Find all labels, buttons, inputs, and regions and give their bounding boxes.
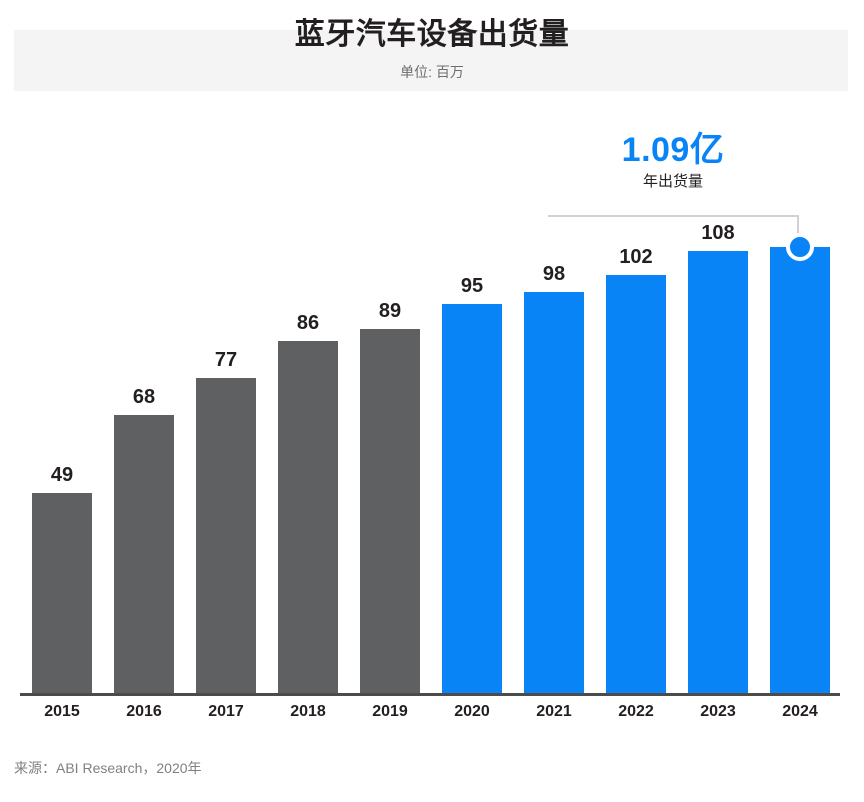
bar-2019: 89 bbox=[360, 300, 420, 694]
bar-2016: 68 bbox=[114, 386, 174, 694]
bar-2021: 98 bbox=[524, 263, 584, 694]
callout-value: 1.09亿 bbox=[621, 131, 725, 169]
bar-value-label-2016: 68 bbox=[132, 385, 156, 408]
x-tick-2022: 2022 bbox=[618, 703, 654, 720]
bar-2018: 86 bbox=[278, 312, 338, 694]
x-tick-2023: 2023 bbox=[700, 703, 736, 720]
header-band bbox=[14, 30, 848, 91]
bar-rect-2017 bbox=[196, 377, 256, 694]
bar-value-label-2019: 89 bbox=[378, 299, 402, 322]
bar-value-label-2021: 98 bbox=[542, 262, 566, 285]
x-tick-2016: 2016 bbox=[126, 703, 162, 720]
source-note: 来源：ABI Research，2020年 bbox=[14, 760, 202, 776]
leader-line-horizontal bbox=[548, 215, 799, 217]
bar-value-label-2018: 86 bbox=[296, 311, 320, 334]
bar-rect-2016 bbox=[114, 414, 174, 694]
bar-value-label-2015: 49 bbox=[50, 463, 74, 486]
bar-rect-2024 bbox=[770, 246, 830, 694]
leader-line-vertical bbox=[797, 215, 799, 249]
bar-rect-2015 bbox=[32, 492, 92, 694]
callout-label: 年出货量 bbox=[642, 173, 703, 190]
bar-2015: 49 bbox=[32, 464, 92, 694]
bar-value-label-2017: 77 bbox=[214, 348, 238, 371]
bar-2024 bbox=[770, 232, 830, 694]
bar-value-label-2020: 95 bbox=[460, 275, 484, 298]
x-axis-line bbox=[20, 693, 840, 696]
x-tick-2018: 2018 bbox=[290, 703, 326, 720]
bar-2022: 102 bbox=[606, 246, 666, 694]
bar-2020: 95 bbox=[442, 275, 502, 694]
bar-rect-2021 bbox=[524, 291, 584, 694]
bar-rect-2019 bbox=[360, 328, 420, 694]
x-tick-2021: 2021 bbox=[536, 703, 572, 720]
x-tick-2024: 2024 bbox=[782, 703, 818, 720]
x-tick-2020: 2020 bbox=[454, 703, 490, 720]
page-title: 蓝牙汽车设备出货量 bbox=[294, 18, 570, 51]
bar-rect-2023 bbox=[688, 250, 748, 694]
x-tick-2019: 2019 bbox=[372, 703, 408, 720]
bar-rect-2018 bbox=[278, 340, 338, 694]
bar-2023: 108 bbox=[688, 222, 748, 694]
callout-annotation: 1.09亿 年出货量 bbox=[573, 130, 773, 192]
bar-value-label-2022: 102 bbox=[619, 246, 653, 269]
bar-rect-2022 bbox=[606, 275, 666, 694]
bar-2017: 77 bbox=[196, 349, 256, 694]
callout-leader-line bbox=[548, 215, 799, 249]
bar-value-label-2023: 108 bbox=[701, 221, 735, 244]
bar-rect-2020 bbox=[442, 304, 502, 694]
highlight-dot-marker bbox=[786, 232, 814, 261]
x-tick-2015: 2015 bbox=[44, 703, 80, 720]
x-tick-2017: 2017 bbox=[208, 703, 244, 720]
chart-subtitle: 单位: 百万 bbox=[400, 64, 464, 80]
